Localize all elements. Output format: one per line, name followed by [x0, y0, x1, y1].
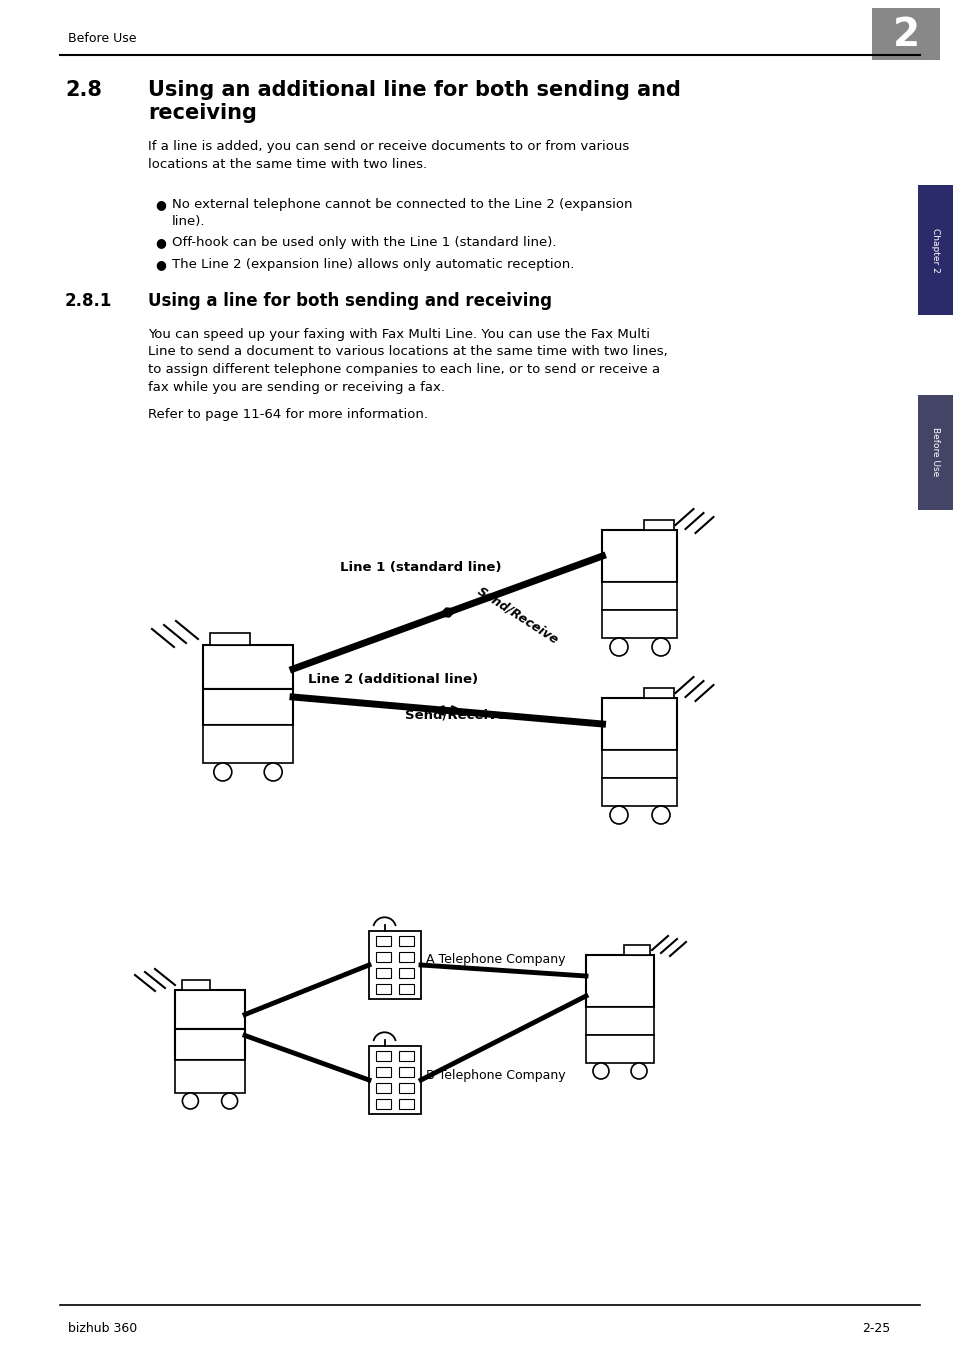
Text: Line 1 (standard line): Line 1 (standard line) [339, 561, 501, 575]
Bar [398, 1083, 414, 1092]
Text: If a line is added, you can send or receive documents to or from various
locatio: If a line is added, you can send or rece… [148, 141, 629, 170]
Circle shape [221, 1092, 237, 1109]
Bar [375, 968, 391, 977]
Text: The Line 2 (expansion line) allows only automatic reception.: The Line 2 (expansion line) allows only … [172, 258, 574, 270]
Bar [375, 1052, 391, 1061]
Circle shape [264, 763, 282, 781]
Circle shape [609, 638, 627, 656]
Bar [398, 952, 414, 961]
Bar [585, 955, 654, 1007]
Text: B Telephone Company: B Telephone Company [426, 1068, 565, 1082]
Circle shape [630, 1063, 646, 1079]
Bar [602, 530, 677, 581]
Bar [917, 185, 953, 315]
Bar [369, 932, 420, 999]
Bar [174, 1060, 245, 1092]
Bar [203, 725, 293, 763]
Text: ●: ● [154, 258, 166, 270]
Circle shape [651, 638, 669, 656]
Bar [602, 698, 677, 750]
Bar [375, 1099, 391, 1109]
Bar [398, 1067, 414, 1076]
Text: Send/Receive: Send/Receive [405, 708, 505, 722]
Text: You can speed up your faxing with Fax Multi Line. You can use the Fax Multi
Line: You can speed up your faxing with Fax Mu… [148, 329, 667, 393]
Bar [174, 990, 245, 1029]
Bar [375, 952, 391, 961]
Bar [602, 581, 677, 610]
Text: 2: 2 [891, 16, 919, 54]
Circle shape [593, 1063, 608, 1079]
Bar [643, 521, 673, 530]
Circle shape [213, 763, 232, 781]
Bar [398, 968, 414, 977]
Bar [623, 945, 649, 955]
Text: ●: ● [154, 237, 166, 249]
Bar [643, 688, 673, 698]
Bar [871, 8, 939, 59]
Bar [174, 1029, 245, 1060]
Text: 2.8: 2.8 [65, 80, 102, 100]
Bar [210, 633, 250, 645]
Bar [398, 1052, 414, 1061]
Bar [602, 777, 677, 806]
Text: Refer to page 11-64 for more information.: Refer to page 11-64 for more information… [148, 408, 428, 420]
Text: Line 2 (additional line): Line 2 (additional line) [308, 672, 477, 685]
Bar [917, 395, 953, 510]
Bar [375, 1067, 391, 1076]
Bar [375, 984, 391, 994]
Bar [203, 645, 293, 690]
Text: Send/Receive: Send/Receive [475, 584, 560, 646]
Bar [398, 1099, 414, 1109]
Text: No external telephone cannot be connected to the Line 2 (expansion
line).: No external telephone cannot be connecte… [172, 197, 632, 228]
Text: ●: ● [154, 197, 166, 211]
Bar [602, 750, 677, 777]
Text: Using an additional line for both sending and: Using an additional line for both sendin… [148, 80, 680, 100]
Text: Using a line for both sending and receiving: Using a line for both sending and receiv… [148, 292, 552, 310]
Bar [369, 1046, 420, 1114]
Circle shape [651, 806, 669, 823]
Bar [375, 937, 391, 946]
Bar [585, 1036, 654, 1063]
Bar [602, 610, 677, 638]
Bar [585, 1007, 654, 1036]
Circle shape [182, 1092, 198, 1109]
Text: Off-hook can be used only with the Line 1 (standard line).: Off-hook can be used only with the Line … [172, 237, 556, 249]
Text: bizhub 360: bizhub 360 [68, 1321, 137, 1334]
Text: 2-25: 2-25 [861, 1321, 889, 1334]
Bar [375, 1083, 391, 1092]
Text: Before Use: Before Use [930, 427, 940, 477]
Bar [203, 690, 293, 725]
Text: Before Use: Before Use [68, 31, 136, 45]
Circle shape [609, 806, 627, 823]
Bar [182, 980, 210, 990]
Text: A Telephone Company: A Telephone Company [426, 953, 565, 967]
Text: 2.8.1: 2.8.1 [65, 292, 112, 310]
Text: Chapter 2: Chapter 2 [930, 227, 940, 272]
Text: receiving: receiving [148, 103, 256, 123]
Bar [398, 937, 414, 946]
Bar [398, 984, 414, 994]
